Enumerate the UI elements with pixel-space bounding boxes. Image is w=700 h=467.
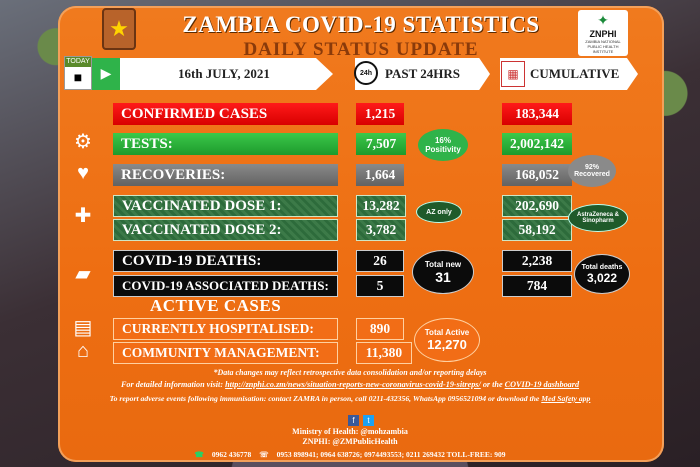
today-label: TODAY (65, 57, 91, 67)
deaths-label: COVID-19 DEATHS: (113, 250, 338, 272)
house-icon: ⌂ (76, 339, 89, 362)
active-cases-title: ACTIVE CASES (150, 296, 282, 315)
znphi-handle: ZNPHI: @ZMPublicHealth (302, 437, 398, 446)
total-active-value: 12,270 (427, 337, 467, 352)
test-tubes-icon: ⚙ (74, 130, 92, 153)
clock-24h-icon: 24h (354, 61, 378, 85)
deaths-cum-value: 2,238 (502, 250, 572, 272)
recovered-percent: 92% (584, 164, 599, 171)
assoc-deaths-label: COVID-19 ASSOCIATED DEATHS: (113, 275, 338, 297)
facebook-icon[interactable]: f (348, 415, 359, 426)
dose1-label: VACCINATED DOSE 1: (113, 195, 338, 217)
total-new-label: Total new (424, 259, 462, 269)
dose1-cum-value: 202,690 (502, 195, 572, 217)
hospital-bed-icon: ▤ (73, 316, 93, 339)
tests-cum-value: 2,002,142 (502, 133, 572, 155)
calendar-icon: TODAY ■ (64, 56, 92, 90)
total-active-label: Total Active (424, 328, 470, 337)
total-new-deaths-badge: Total new 31 (412, 250, 474, 294)
sitrep-link[interactable]: http://znphi.co.zm/news/situation-report… (225, 380, 481, 389)
total-deaths-label: Total deaths (581, 263, 623, 271)
dose2-label: VACCINATED DOSE 2: (113, 219, 338, 241)
cumulative-label: CUMULATIVE (530, 66, 620, 81)
phone-line: ☎ 0962 436778 ☏ 0953 898941; 0964 638726… (0, 450, 700, 459)
vaccine-type-line1: AstraZeneca & (576, 212, 620, 218)
positivity-badge: 16% Positivity (418, 129, 468, 161)
vaccine-type-badge: AstraZeneca & Sinopharm (568, 204, 628, 232)
total-deaths-value: 3,022 (586, 270, 618, 285)
znphi-logo: ✦ ZNPHI ZAMBIA NATIONAL PUBLIC HEALTH IN… (578, 10, 628, 56)
data-note: *Data changes may reflect retrospective … (213, 368, 487, 377)
clock-24h-label: 24h (359, 69, 373, 77)
tests-label: TESTS: (113, 133, 338, 155)
total-new-value: 31 (435, 268, 451, 285)
report-text: To report adverse events following immun… (109, 394, 542, 403)
info-prefix: For detailed information visit: (120, 380, 226, 389)
dose2-cum-value: 58,192 (502, 219, 572, 241)
recoveries-past-value: 1,664 (356, 164, 404, 186)
hospitalised-value: 890 (356, 318, 404, 340)
calendar-grid-icon: ▦ (501, 61, 525, 87)
ministry-handle: Ministry of Health: @mohzambia (292, 427, 408, 436)
date-text: 16th JULY, 2021 (178, 66, 270, 81)
znphi-mark-icon: ✦ (597, 12, 609, 28)
positivity-percent: 16% (434, 136, 451, 145)
confirmed-cases-label: CONFIRMED CASES (113, 103, 338, 125)
info-line: For detailed information visit: http://z… (0, 380, 700, 389)
play-arrow-icon: ▶ (92, 58, 120, 90)
twitter-icon[interactable]: t (363, 415, 374, 426)
confirmed-cum-value: 183,344 (502, 103, 572, 125)
dashboard-link[interactable]: COVID-19 dashboard (504, 380, 580, 389)
whatsapp-icon: ☎ (194, 450, 204, 459)
info-mid: or the (480, 380, 505, 389)
recoveries-cum-value: 168,052 (502, 164, 572, 186)
past-24hrs-label: PAST 24HRS (385, 66, 461, 81)
phone-icon: ☏ (259, 450, 269, 459)
znphi-logo-text: ZNPHI (589, 29, 617, 39)
assoc-deaths-cum-value: 784 (502, 275, 572, 297)
positivity-label: Positivity (425, 145, 461, 154)
recovered-label: Recovered (574, 171, 610, 178)
znphi-logo-subtext: ZAMBIA NATIONAL PUBLIC HEALTH INSTITUTE (585, 39, 621, 54)
coffin-icon: ▰ (75, 262, 91, 285)
whatsapp-number: 0962 436778 (211, 450, 252, 459)
community-value: 11,380 (356, 342, 412, 364)
dose1-past-value: 13,282 (356, 195, 406, 217)
coat-of-arms-icon: ★ (102, 8, 136, 50)
confirmed-past-value: 1,215 (356, 103, 404, 125)
hospitalised-label: CURRENTLY HOSPITALISED: (113, 318, 338, 340)
az-only-badge: AZ only (416, 201, 462, 223)
deaths-past-value: 26 (356, 250, 404, 272)
hand-heart-icon: ♥ (77, 161, 89, 184)
date-banner: 16th JULY, 2021 (120, 58, 333, 90)
report-line: To report adverse events following immun… (0, 394, 700, 403)
vaccine-type-line2: Sinopharm (582, 218, 614, 224)
assoc-deaths-past-value: 5 (356, 275, 404, 297)
recoveries-label: RECOVERIES: (113, 164, 338, 186)
total-deaths-badge: Total deaths 3,022 (574, 254, 630, 294)
syringe-icon: ✚ (74, 204, 92, 227)
phone-numbers: 0953 898941; 0964 638726; 0974493553; 02… (276, 450, 506, 459)
tests-past-value: 7,507 (356, 133, 406, 155)
total-active-badge: Total Active 12,270 (414, 318, 480, 362)
community-label: COMMUNITY MANAGEMENT: (113, 342, 338, 364)
page-subtitle: DAILY STATUS UPDATE (243, 39, 479, 60)
dose2-past-value: 3,782 (356, 219, 406, 241)
recovered-badge: 92% Recovered (568, 155, 616, 187)
med-safety-link[interactable]: Med Safety app (541, 394, 591, 403)
az-only-label: AZ only (426, 208, 452, 216)
page-title: ZAMBIA COVID-19 STATISTICS (182, 12, 540, 37)
social-icons: f t (348, 415, 374, 426)
